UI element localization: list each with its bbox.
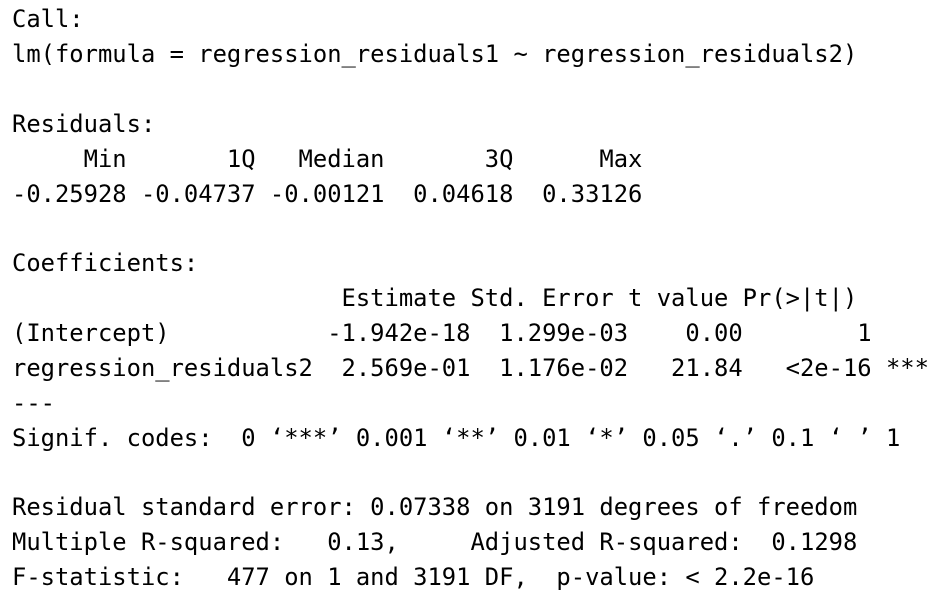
residuals-heading: Residuals: [12,110,156,138]
r-squared-line: Multiple R-squared: 0.13, Adjusted R-squ… [12,528,872,556]
residuals-header-row: Min 1Q Median 3Q Max [12,145,657,173]
call-formula: lm(formula = regression_residuals1 ~ reg… [12,40,858,68]
f-statistic-line: F-statistic: 477 on 1 and 3191 DF, p-val… [12,563,815,591]
residuals-values-row: -0.25928 -0.04737 -0.00121 0.04618 0.331… [12,180,657,208]
coefficients-heading: Coefficients: [12,249,199,277]
residual-standard-error-line: Residual standard error: 0.07338 on 3191… [12,493,858,521]
coefficient-row-regression-residuals2: regression_residuals2 2.569e-01 1.176e-0… [12,354,929,382]
coefficients-header-row: Estimate Std. Error t value Pr(>|t|) [12,284,915,312]
call-heading: Call: [12,5,84,33]
r-console-output: Call: lm(formula = regression_residuals1… [12,0,938,600]
signif-codes-line: Signif. codes: 0 ‘***’ 0.001 ‘**’ 0.01 ‘… [12,424,901,452]
separator-line: --- [12,389,55,417]
coefficient-row-intercept: (Intercept) -1.942e-18 1.299e-03 0.00 1 [12,319,929,347]
